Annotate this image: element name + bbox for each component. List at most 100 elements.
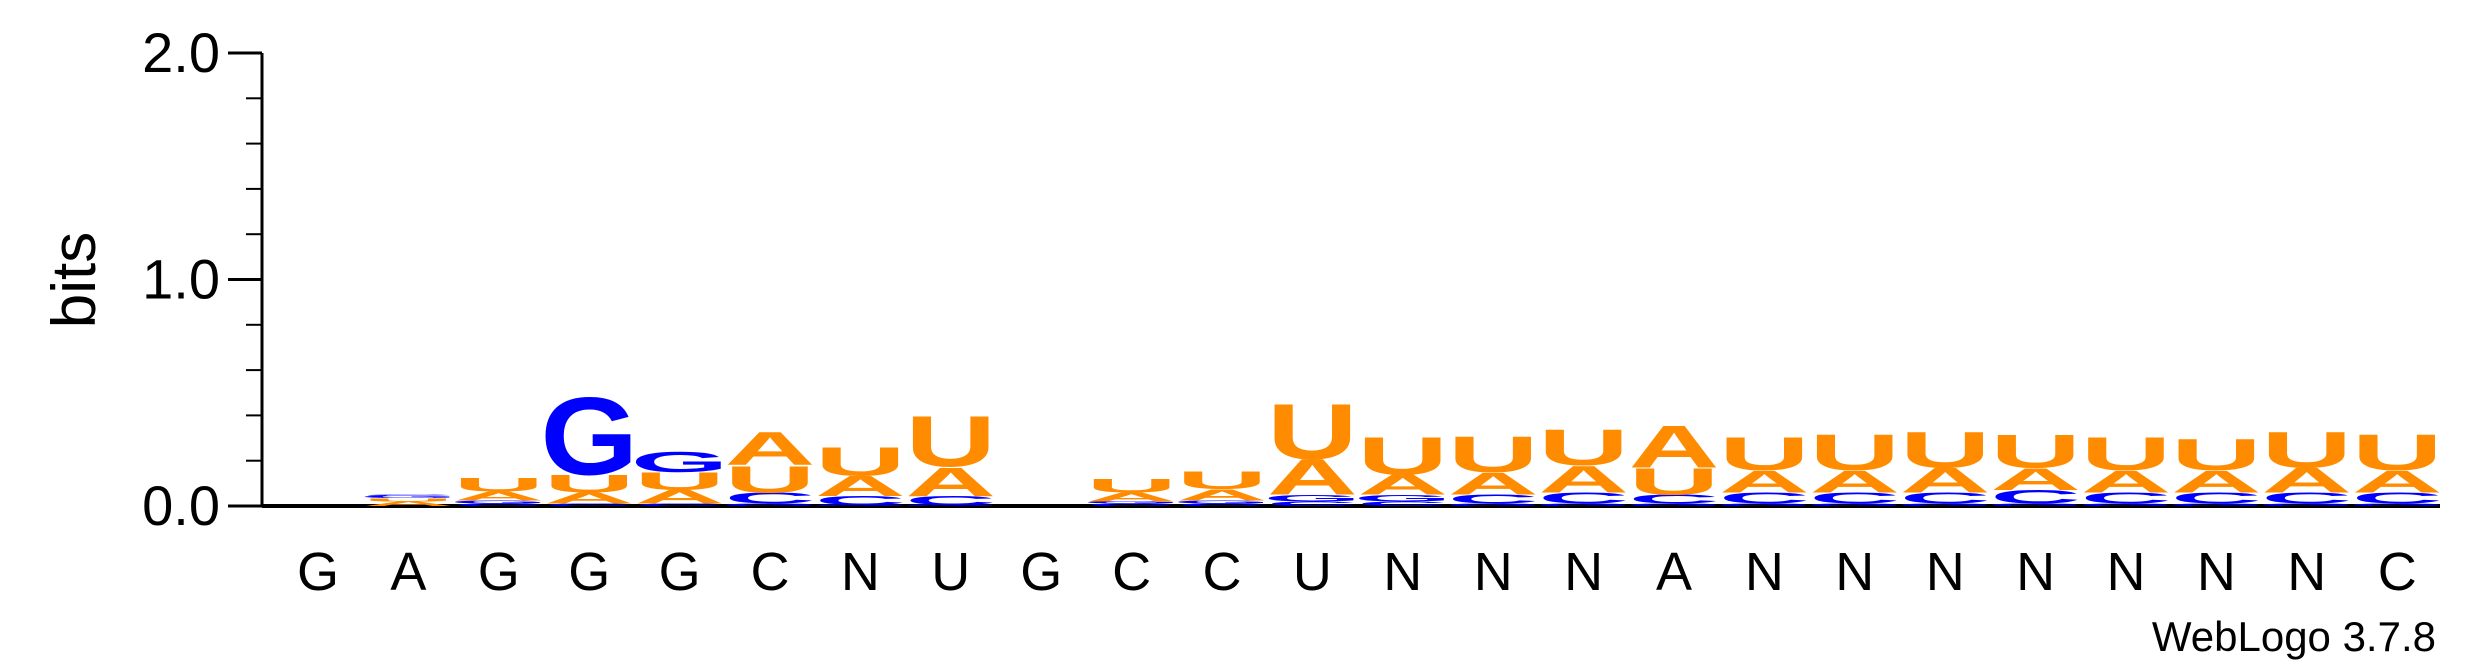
logo-letter-u: U	[1629, 460, 1720, 503]
logo-letter-c: C	[2081, 489, 2172, 507]
logo-letter-c: C	[1357, 500, 1448, 507]
logo-letter-a: A	[1357, 469, 1448, 501]
logo-letter-a: A	[725, 423, 816, 476]
x-tick-label: C	[751, 542, 790, 602]
logo-letter-u: U	[2352, 424, 2443, 481]
logo-letter-u: U	[1448, 427, 1539, 484]
x-tick-label: N	[841, 542, 880, 602]
logo-letter-c: C	[544, 503, 635, 507]
x-tick-label: N	[1383, 542, 1422, 602]
x-tick-label: N	[2197, 542, 2236, 602]
logo-letter-a: A	[2352, 464, 2443, 499]
logo-letter-c: C	[1538, 489, 1629, 507]
logo-letter-a: A	[1448, 466, 1539, 501]
logo-letter-g: G	[631, 446, 729, 478]
x-tick-label: G	[659, 542, 701, 602]
logo-letter-c: C	[2261, 489, 2352, 507]
x-tick-label: A	[390, 542, 426, 602]
logo-letter-u: U	[1809, 424, 1900, 481]
logo-letter-a: A	[544, 489, 635, 507]
x-tick-label: N	[1564, 542, 1603, 602]
logo-letter-g: G	[540, 375, 638, 498]
logo-letter-c: C	[905, 493, 996, 507]
logo-letter-a: A	[2171, 464, 2262, 499]
x-tick-label: U	[1293, 542, 1332, 602]
logo-letter-g: G	[1083, 501, 1181, 505]
logo-letter-g: G	[721, 503, 819, 507]
logo-letter-c: C	[815, 493, 906, 507]
logo-letter-g: G	[1535, 503, 1633, 507]
logo-letter-g: G	[812, 505, 910, 507]
logo-letter-a: A	[634, 487, 725, 508]
x-tick-label: C	[1112, 542, 1151, 602]
logo-letter-g: G	[1896, 503, 1994, 507]
logo-letter-g: G	[1806, 503, 1904, 507]
logo-letter-g: G	[1987, 503, 2085, 507]
logo-letter-a: A	[1900, 461, 1991, 500]
x-tick-label: N	[1745, 542, 1784, 602]
logo-letter-a: A	[1177, 486, 1268, 504]
x-tick-label: C	[1203, 542, 1242, 602]
letter-stacks: AUGCCGAUCAUGCAUGGCUAGCAUGCAUCGAUCGAUCGAU…	[360, 375, 2447, 508]
logo-letter-a: A	[1809, 464, 1900, 499]
logo-letter-a: A	[815, 470, 906, 502]
x-tick-label: G	[1020, 542, 1062, 602]
logo-letter-g: G	[902, 505, 1000, 507]
x-tick-label: G	[297, 542, 339, 602]
logo-letter-c: C	[1809, 489, 1900, 507]
x-tick-label: G	[568, 542, 610, 602]
logo-letter-c: C	[1267, 500, 1358, 507]
logo-letter-c: C	[1719, 489, 1810, 507]
logo-letter-u: U	[453, 474, 544, 495]
x-tick-label: N	[1926, 542, 1965, 602]
logo-letter-g: G	[360, 495, 458, 499]
logo-letter-u: U	[2171, 430, 2262, 479]
y-ticks: 0.0 1.0 2.0	[142, 21, 262, 537]
y-tick-label: 0.0	[142, 474, 220, 537]
logo-letter-c: C	[1629, 492, 1720, 506]
credit-label: WebLogo 3.7.8	[2152, 613, 2436, 660]
logo-letter-u: U	[2081, 427, 2172, 480]
logo-letter-c: C	[634, 503, 725, 507]
y-tick-label: 1.0	[142, 248, 220, 311]
logo-letter-c: C	[2352, 489, 2443, 507]
x-tick-label: C	[2378, 542, 2417, 602]
logo-letter-c: C	[1448, 492, 1539, 506]
logo-letter-g: G	[1173, 499, 1271, 504]
logo-letter-g: G	[1264, 493, 1362, 504]
logo-letter-a: A	[905, 458, 996, 504]
logo-letter-a: A	[1538, 458, 1629, 501]
logo-letter-u: U	[634, 468, 725, 496]
logo-letter-g: G	[2348, 503, 2446, 507]
logo-letter-c: C	[725, 489, 816, 507]
x-tick-label: N	[2287, 542, 2326, 602]
x-tick-label: N	[1474, 542, 1513, 602]
logo-letter-u: U	[1267, 388, 1358, 476]
logo-letter-a: A	[1086, 490, 1177, 504]
logo-letter-a: A	[2261, 461, 2352, 500]
logo-letter-c: C	[1900, 489, 1991, 507]
logo-letter-c: C	[363, 494, 454, 496]
logo-letter-g: G	[1716, 503, 1814, 507]
logo-letter-u: U	[1086, 476, 1177, 497]
logo-letter-u: U	[544, 470, 635, 498]
logo-letter-u: U	[2261, 422, 2352, 479]
logo-letter-u: U	[1538, 420, 1629, 477]
x-tick-label: N	[1835, 542, 1874, 602]
logo-letter-c: C	[453, 503, 544, 507]
logo-letter-a: A	[1719, 464, 1810, 499]
y-tick-label: 2.0	[142, 21, 220, 84]
logo-letter-u: U	[363, 497, 454, 502]
logo-letter-g: G	[2258, 503, 2356, 507]
logo-letter-u: U	[725, 458, 816, 501]
logo-letter-u: U	[815, 438, 906, 484]
logo-letter-a: A	[2081, 464, 2172, 499]
logo-letter-c: C	[1990, 487, 2081, 508]
logo-letter-u: U	[905, 400, 996, 481]
logo-letter-g: G	[1444, 503, 1542, 507]
logo-letter-u: U	[1357, 426, 1448, 486]
logo-letter-c: C	[2171, 489, 2262, 507]
logo-letter-a: A	[1629, 413, 1720, 480]
